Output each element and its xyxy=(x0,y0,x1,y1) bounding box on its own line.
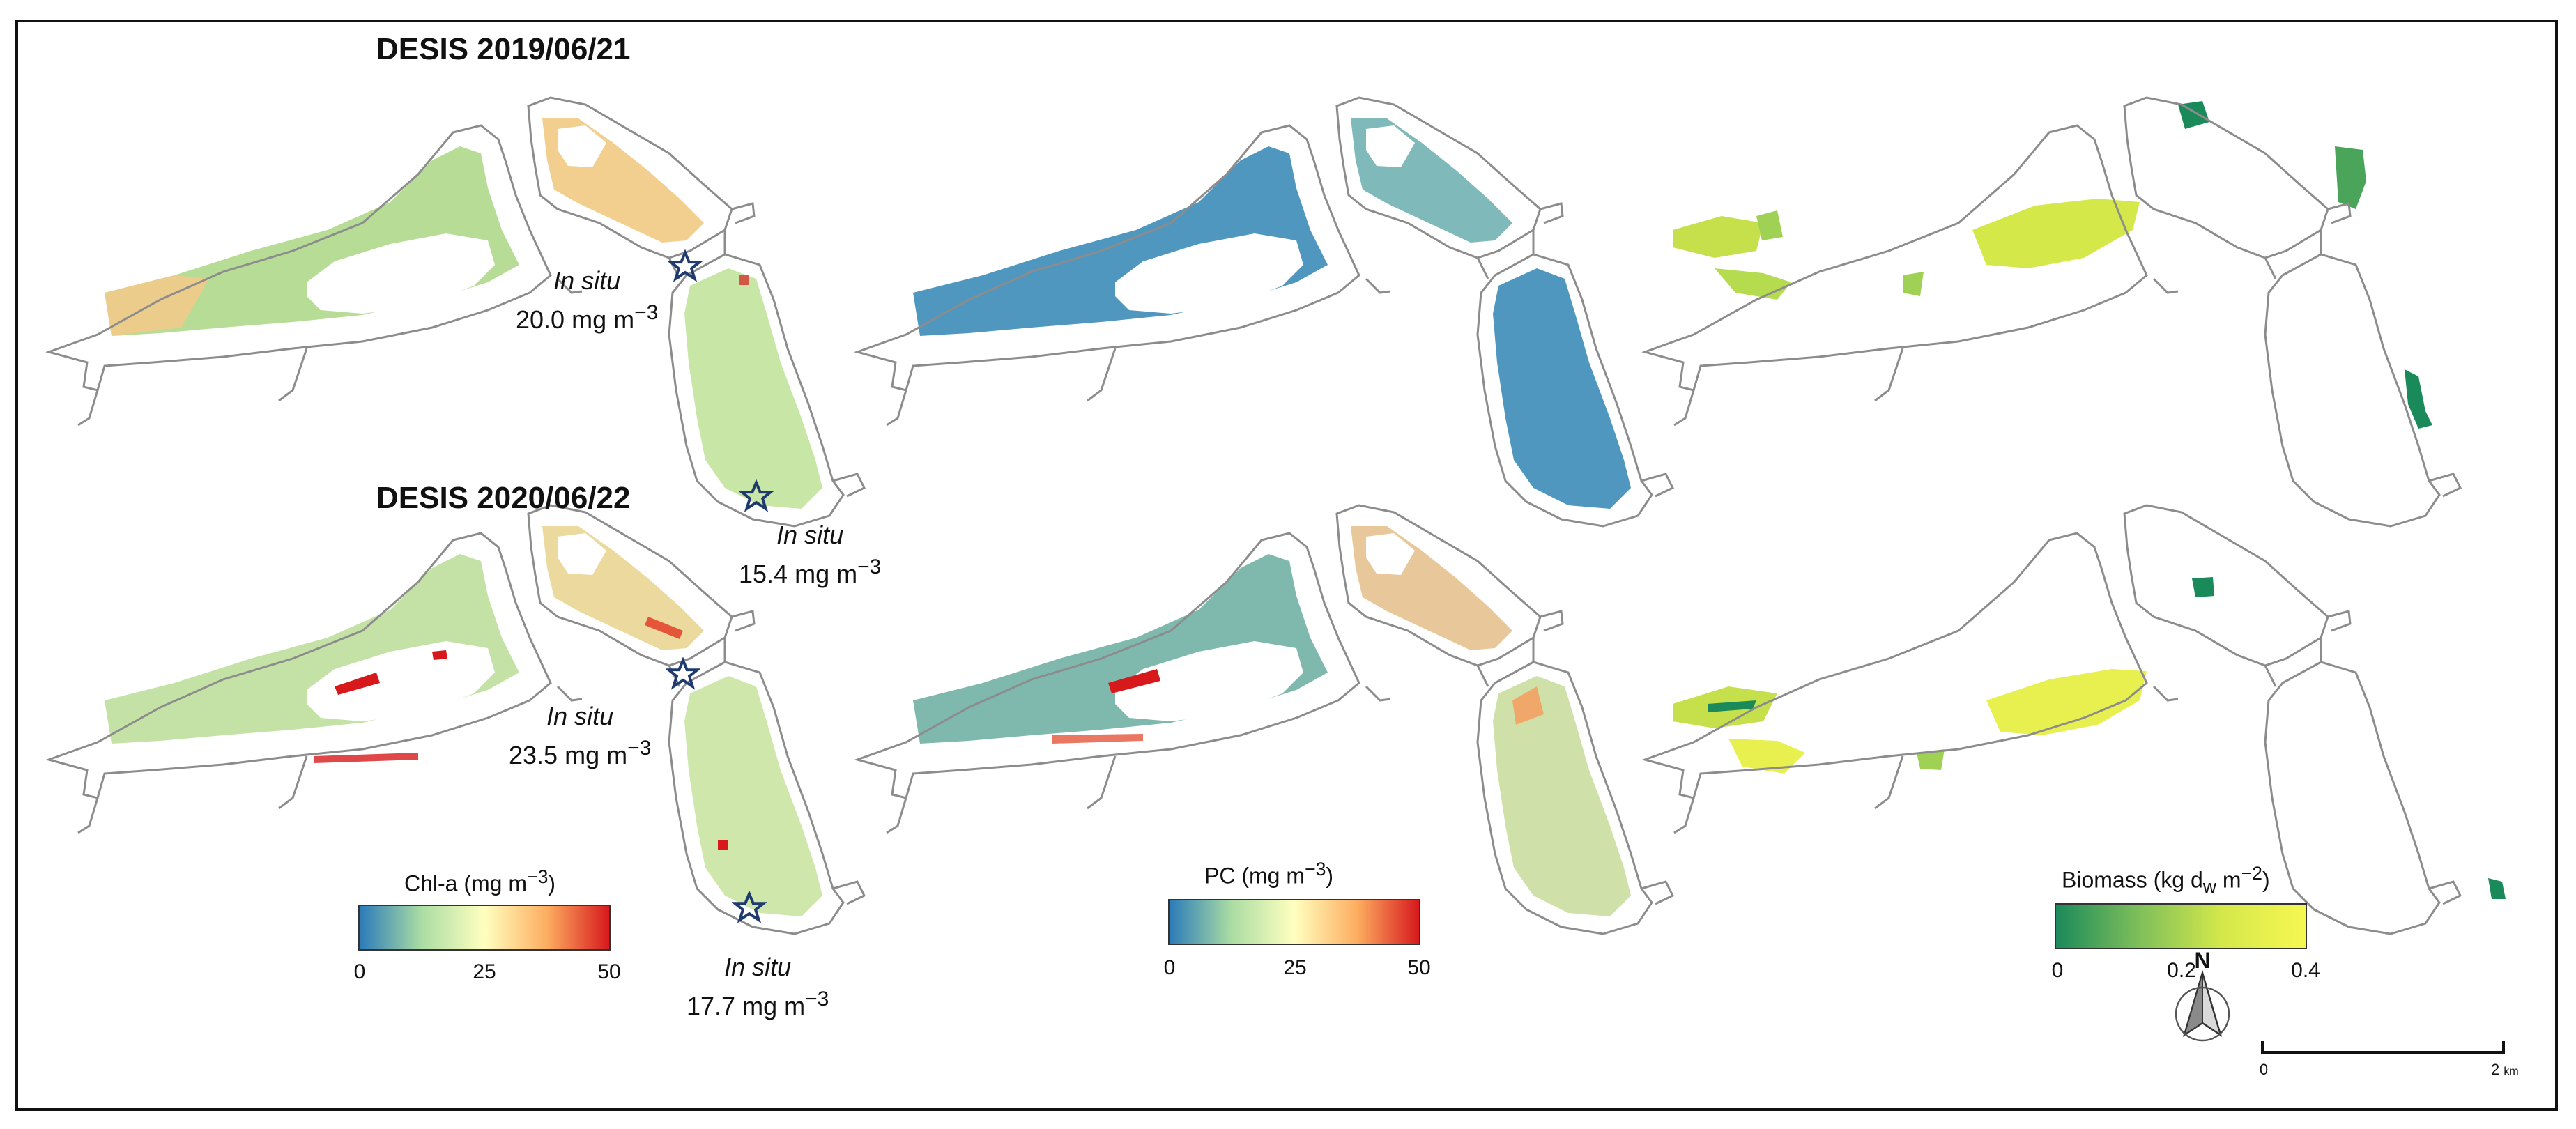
scale-bar-end-value: 2 xyxy=(2491,1061,2500,1078)
map-chla-2020 xyxy=(47,504,866,935)
pc-legend-title-text: PC (mg m xyxy=(1204,863,1305,889)
biomass-tick: 0.2 xyxy=(2167,959,2196,982)
north-arrow-icon xyxy=(2175,969,2230,1042)
map-chla-2019 xyxy=(47,96,866,528)
pc-legend-title-exp: −3 xyxy=(1305,859,1326,880)
insitu-value: 23.5 xyxy=(509,741,558,769)
biomass-legend-title: Biomass (kg dw m−2) xyxy=(2062,863,2270,898)
insitu-unit-exponent: −3 xyxy=(805,988,829,1011)
figure-frame xyxy=(15,20,2558,1111)
biomass-tick: 0 xyxy=(2051,959,2064,982)
pc-tick: 25 xyxy=(1283,956,1307,979)
insitu-unit: mg m xyxy=(795,560,858,588)
biomass-legend-title-close: ) xyxy=(2262,867,2270,893)
map-pc-2020 xyxy=(856,504,1674,935)
chla-tick: 0 xyxy=(353,960,366,983)
map-biomass-2019 xyxy=(1643,96,2462,528)
chla-legend-title-text: Chl-a (mg m xyxy=(404,870,528,896)
biomass-colorbar xyxy=(2055,903,2307,949)
insitu-value: 17.7 xyxy=(687,992,736,1020)
pc-tick: 50 xyxy=(1407,956,1431,979)
biomass-tick: 0.4 xyxy=(2291,959,2320,982)
biomass-legend-title-sub: w xyxy=(2202,876,2216,898)
scale-bar xyxy=(2261,1041,2505,1054)
pc-legend-title: PC (mg m−3) xyxy=(1204,859,1333,889)
pc-legend-title-close: ) xyxy=(1326,863,1334,889)
chla-tick: 25 xyxy=(473,960,496,983)
insitu-unit-exponent: −3 xyxy=(857,555,882,578)
insitu-label-title: In situ xyxy=(724,953,792,981)
insitu-label: In situ 23.5 mg m−3 xyxy=(509,700,651,771)
map-biomass-2020 xyxy=(1643,504,2506,935)
panel-title-2019: DESIS 2019/06/21 xyxy=(376,32,631,66)
chla-colorbar xyxy=(358,905,611,951)
pc-tick: 0 xyxy=(1163,956,1176,979)
scale-bar-unit: km xyxy=(2504,1066,2519,1077)
scale-bar-end: 2 km xyxy=(2491,1061,2519,1079)
insitu-label: In situ 17.7 mg m−3 xyxy=(687,951,829,1022)
insitu-value: 15.4 xyxy=(739,560,788,588)
panel-title-2020: DESIS 2020/06/22 xyxy=(376,481,631,515)
insitu-unit-exponent: −3 xyxy=(634,301,659,324)
insitu-unit: mg m xyxy=(565,741,628,769)
insitu-label-title: In situ xyxy=(776,521,844,549)
north-arrow-label: N xyxy=(2194,948,2211,973)
insitu-label: In situ 15.4 mg m−3 xyxy=(739,519,881,590)
biomass-legend-title-b: m xyxy=(2216,867,2241,893)
chla-legend-title: Chl-a (mg m−3) xyxy=(404,866,555,897)
chla-legend-title-exp: −3 xyxy=(527,866,549,887)
insitu-unit: mg m xyxy=(572,305,635,334)
insitu-label: In situ 20.0 mg m−3 xyxy=(516,265,658,336)
map-pc-2019 xyxy=(856,96,1674,528)
biomass-legend-title-a: Biomass (kg d xyxy=(2062,867,2203,893)
chla-legend-title-close: ) xyxy=(548,870,556,896)
insitu-unit-exponent: −3 xyxy=(627,737,652,760)
insitu-label-title: In situ xyxy=(546,702,614,730)
biomass-legend-title-exp: −2 xyxy=(2241,863,2262,884)
insitu-unit: mg m xyxy=(742,992,806,1020)
insitu-value: 20.0 xyxy=(516,305,565,334)
chla-tick: 50 xyxy=(597,960,621,983)
insitu-label-title: In situ xyxy=(553,266,621,295)
scale-bar-start: 0 xyxy=(2259,1061,2269,1078)
pc-colorbar xyxy=(1168,899,1420,945)
